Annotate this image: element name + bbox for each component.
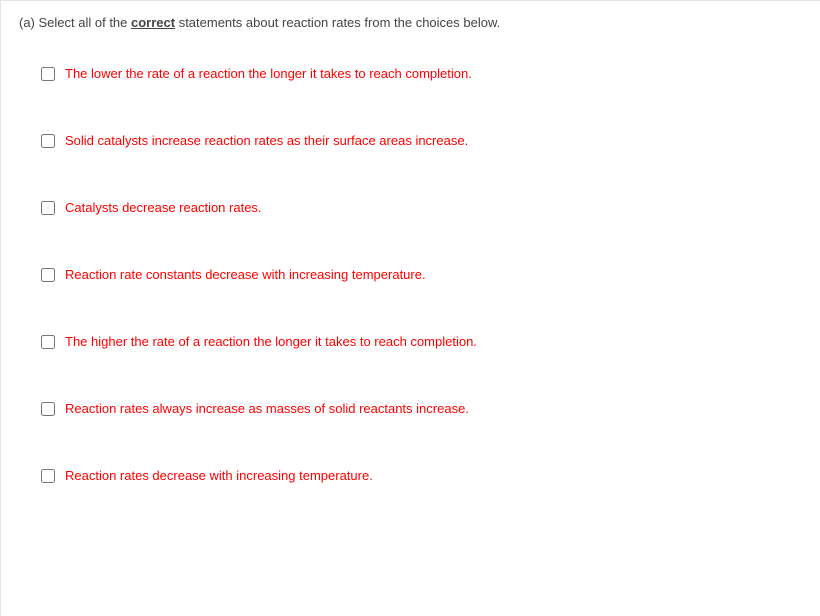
- prompt-suffix: statements about reaction rates from the…: [175, 15, 500, 30]
- option-row: Solid catalysts increase reaction rates …: [41, 133, 802, 148]
- option-label[interactable]: The lower the rate of a reaction the lon…: [65, 66, 472, 81]
- option-label[interactable]: The higher the rate of a reaction the lo…: [65, 334, 477, 349]
- option-checkbox[interactable]: [41, 402, 55, 416]
- option-row: Reaction rates always increase as masses…: [41, 401, 802, 416]
- option-checkbox[interactable]: [41, 67, 55, 81]
- option-checkbox[interactable]: [41, 335, 55, 349]
- option-row: Catalysts decrease reaction rates.: [41, 200, 802, 215]
- prompt-prefix: (a) Select all of the: [19, 15, 131, 30]
- option-row: Reaction rate constants decrease with in…: [41, 267, 802, 282]
- option-checkbox[interactable]: [41, 469, 55, 483]
- option-row: The lower the rate of a reaction the lon…: [41, 66, 802, 81]
- option-label[interactable]: Reaction rates decrease with increasing …: [65, 468, 373, 483]
- option-row: The higher the rate of a reaction the lo…: [41, 334, 802, 349]
- option-row: Reaction rates decrease with increasing …: [41, 468, 802, 483]
- options-list: The lower the rate of a reaction the lon…: [19, 66, 802, 483]
- question-prompt: (a) Select all of the correct statements…: [19, 15, 802, 30]
- question-panel: (a) Select all of the correct statements…: [0, 0, 820, 616]
- option-label[interactable]: Solid catalysts increase reaction rates …: [65, 133, 468, 148]
- option-label[interactable]: Catalysts decrease reaction rates.: [65, 200, 262, 215]
- option-checkbox[interactable]: [41, 268, 55, 282]
- option-checkbox[interactable]: [41, 134, 55, 148]
- option-label[interactable]: Reaction rate constants decrease with in…: [65, 267, 426, 282]
- prompt-emphasis: correct: [131, 15, 175, 30]
- option-checkbox[interactable]: [41, 201, 55, 215]
- option-label[interactable]: Reaction rates always increase as masses…: [65, 401, 469, 416]
